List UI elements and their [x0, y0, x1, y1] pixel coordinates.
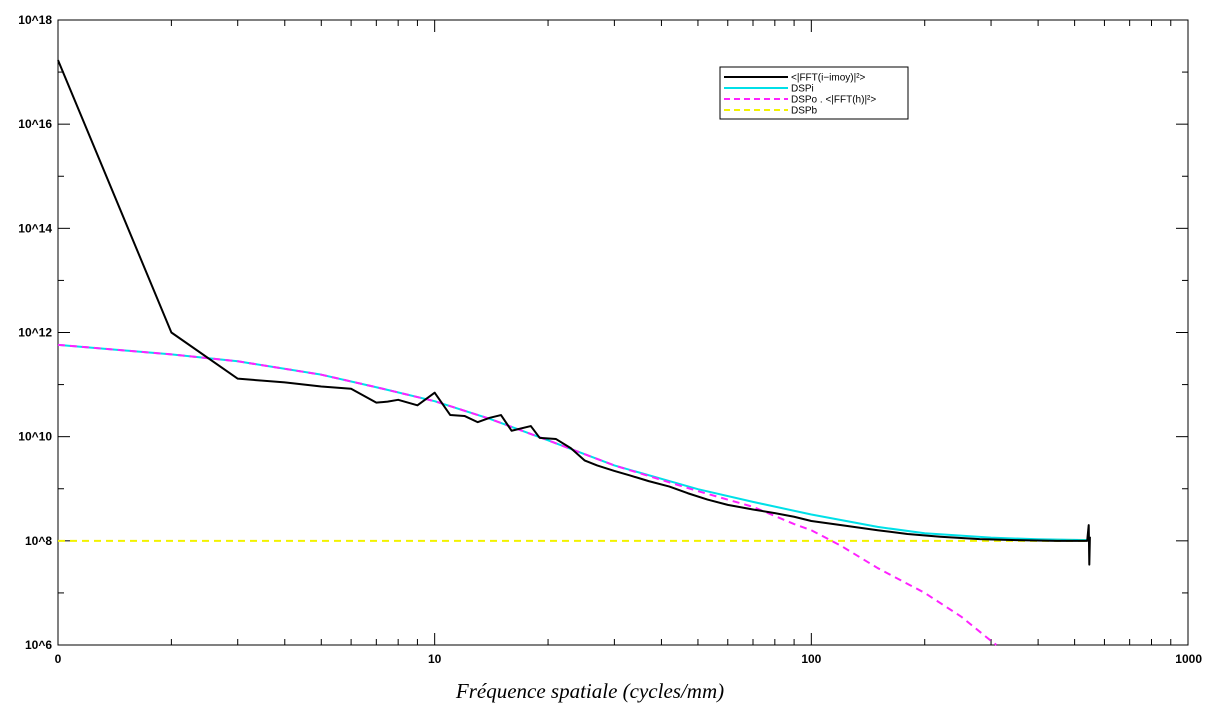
series-line-dspi [57, 343, 1090, 542]
legend-item-dspb: DSPb [791, 106, 818, 117]
x-tick-labels: 0 10 100 1000 [55, 652, 1203, 666]
x-tick-label: 10 [428, 652, 442, 666]
plot-frame [57, 19, 1189, 646]
y-tick-label: 10^18 [18, 13, 52, 27]
series-group [57, 59, 1091, 646]
series-line-fft-i [57, 59, 1091, 566]
series-line-dspo [57, 343, 998, 646]
x-tick-label: 100 [801, 652, 821, 666]
y-tick-label: 10^10 [18, 430, 52, 444]
y-tick-labels: 10^18 10^16 10^14 10^12 10^10 10^8 10^6 [18, 13, 52, 652]
x-tick-label: 1000 [1175, 652, 1202, 666]
legend-box [719, 66, 909, 120]
y-tick-label: 10^16 [18, 117, 52, 131]
y-tick-label: 10^14 [18, 221, 52, 235]
legend-item-dspo: DSPo . <|FFT(h)|²> [791, 95, 876, 106]
legend-item-dspi: DSPi [791, 84, 814, 95]
x-axis-label: Fréquence spatiale (cycles/mm) [455, 679, 724, 703]
y-tick-label: 10^8 [25, 534, 52, 548]
legend-item-fft-i: <|FFT(i−imoy)|²> [791, 73, 866, 84]
x-tick-label: 0 [55, 652, 62, 666]
y-tick-label: 10^12 [18, 326, 52, 340]
axis-ticks [57, 19, 1189, 646]
y-tick-label: 10^6 [25, 638, 52, 652]
